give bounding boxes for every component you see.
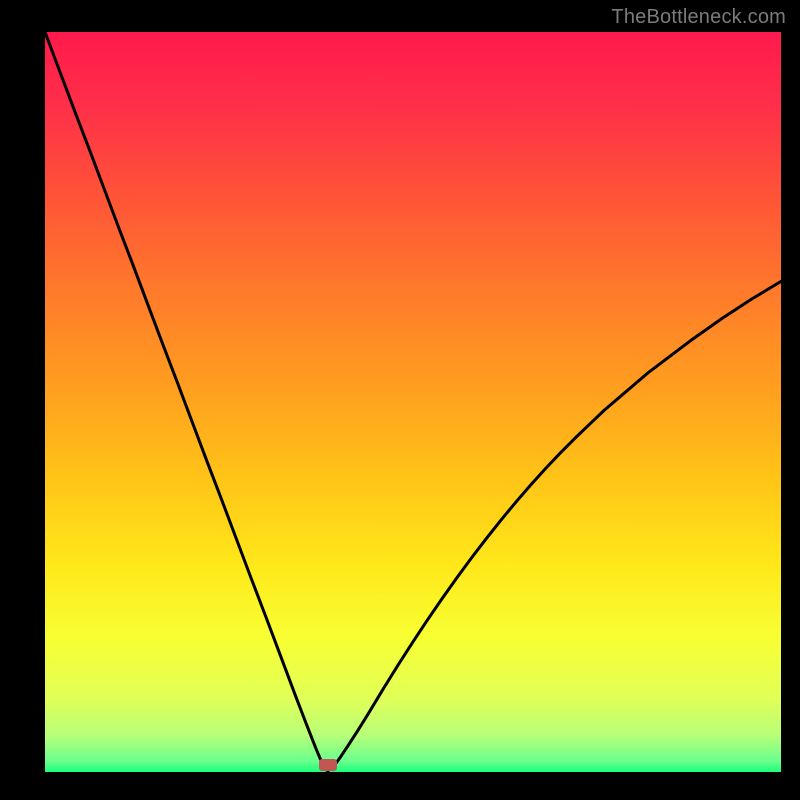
- plot-area: [45, 32, 781, 772]
- minimum-marker: [319, 759, 337, 771]
- gradient-background: [45, 32, 781, 772]
- watermark-text: TheBottleneck.com: [611, 6, 786, 29]
- figure: { "figure": { "type": "line", "canvas": …: [0, 0, 800, 800]
